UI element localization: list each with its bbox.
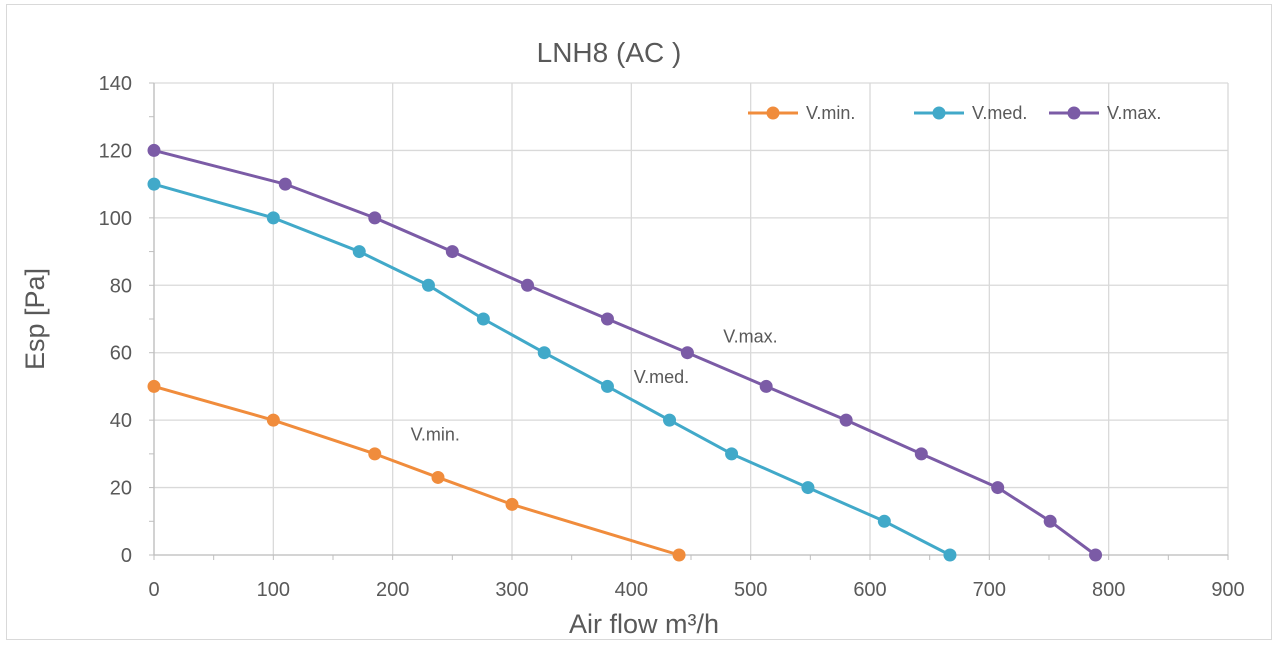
data-point	[725, 447, 739, 461]
data-point	[839, 413, 853, 427]
data-point	[600, 312, 614, 326]
data-point	[368, 211, 382, 225]
data-point	[877, 514, 891, 528]
data-point	[266, 413, 280, 427]
legend-marker	[766, 106, 780, 120]
series-line	[153, 384, 680, 557]
data-point	[537, 346, 551, 360]
legend-marker	[1067, 106, 1081, 120]
legend-label: V.min.	[806, 103, 855, 123]
x-tick-label: 200	[376, 579, 409, 601]
data-point	[147, 177, 161, 191]
chart-frame	[6, 4, 1272, 640]
data-point	[266, 211, 280, 225]
x-axis-label: Air flow m³/h	[569, 609, 719, 639]
legend: V.min. V.med. V.max.	[748, 103, 1161, 123]
legend-label: V.max.	[1107, 103, 1161, 123]
legend-label: V.med.	[972, 103, 1027, 123]
series-annotation: V.max.	[723, 327, 777, 347]
data-point	[991, 481, 1005, 495]
series-line	[153, 182, 951, 557]
y-axis-label: Esp [Pa]	[20, 268, 50, 370]
data-point	[421, 278, 435, 292]
series-labels: V.min. V.med. V.max.	[411, 327, 778, 445]
data-point	[352, 245, 366, 259]
y-tick-label: 140	[99, 73, 132, 95]
data-point	[1043, 514, 1057, 528]
data-point	[368, 447, 382, 461]
chart-title: LNH8 (AC )	[537, 37, 682, 68]
x-tick-label: 700	[973, 579, 1006, 601]
data-point	[147, 379, 161, 393]
data-point	[521, 278, 535, 292]
series-layer	[147, 143, 1103, 562]
series-annotation: V.med.	[634, 367, 689, 387]
y-tick-label: 60	[110, 343, 132, 365]
legend-marker	[932, 106, 946, 120]
y-tick-label: 20	[110, 478, 132, 500]
y-tick-label: 80	[110, 275, 132, 297]
y-tick-label: 120	[99, 140, 132, 162]
x-tick-label: 500	[734, 579, 767, 601]
data-point	[914, 447, 928, 461]
data-point	[476, 312, 490, 326]
data-point	[147, 143, 161, 157]
y-tick-label: 100	[99, 208, 132, 230]
axes: 0 20 40 60 80 100 120 140 0 100 200 300 400 500 600 700…	[99, 73, 1245, 601]
x-tick-label: 900	[1211, 579, 1244, 601]
grid	[153, 82, 1229, 556]
data-point	[680, 346, 694, 360]
data-point	[943, 548, 957, 562]
data-point	[278, 177, 292, 191]
x-tick-label: 100	[257, 579, 290, 601]
x-tick-label: 300	[495, 579, 528, 601]
y-tick-label: 0	[121, 545, 132, 567]
data-point	[600, 379, 614, 393]
data-point	[672, 548, 686, 562]
series-annotation: V.min.	[411, 424, 460, 444]
data-point	[1089, 548, 1103, 562]
data-point	[759, 379, 773, 393]
data-point	[505, 497, 519, 511]
data-point	[445, 245, 459, 259]
x-tick-label: 800	[1092, 579, 1125, 601]
x-tick-label: 400	[615, 579, 648, 601]
data-point	[663, 413, 677, 427]
data-point	[431, 470, 445, 484]
x-tick-label: 0	[148, 579, 159, 601]
data-point	[801, 481, 815, 495]
x-tick-label: 600	[853, 579, 886, 601]
y-tick-label: 40	[110, 410, 132, 432]
